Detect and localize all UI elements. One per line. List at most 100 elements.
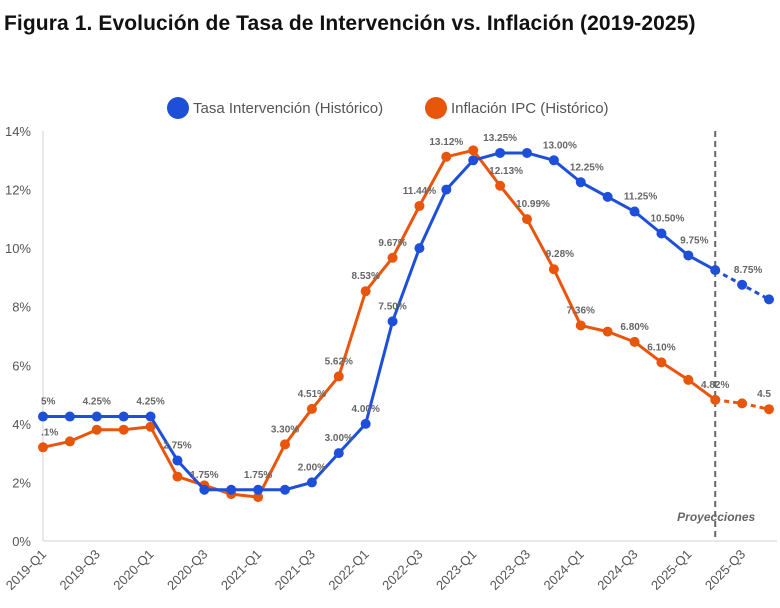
data-label: 13.12% [429, 137, 463, 148]
x-tick-label: 2025-Q3 [702, 547, 748, 593]
data-label: 9.28% [546, 249, 574, 260]
data-point [522, 147, 532, 158]
y-tick-label: 4% [12, 417, 31, 432]
data-point [118, 424, 129, 435]
data-point [38, 411, 48, 422]
data-point [575, 320, 586, 331]
data-point [683, 250, 694, 261]
data-point [602, 191, 613, 202]
data-point [253, 484, 264, 495]
data-label: 1.75% [190, 470, 218, 481]
data-label: 4.00% [351, 404, 379, 415]
y-tick-label: 0% [12, 534, 31, 549]
data-label: 7.50% [378, 301, 406, 312]
series-line [42, 148, 717, 499]
data-point [64, 411, 75, 422]
data-label: .1% [41, 427, 58, 438]
data-label: 9.67% [378, 238, 406, 249]
data-point [602, 326, 613, 337]
x-tick-label: 2019-Q1 [3, 547, 49, 593]
y-tick-label: 6% [12, 358, 31, 373]
data-point [360, 418, 371, 429]
x-tick-label: 2024-Q3 [594, 547, 640, 593]
data-label: 9.75% [680, 235, 708, 246]
data-point [548, 155, 559, 166]
data-label: 2.00% [298, 462, 326, 473]
data-label: 6.80% [620, 322, 648, 333]
data-point [764, 294, 774, 305]
data-label: 11.25% [624, 192, 657, 203]
legend-label: Inflación IPC (Histórico) [451, 100, 609, 117]
data-label: 5% [41, 397, 56, 408]
data-point [280, 439, 290, 450]
data-label: 11.44% [403, 186, 436, 197]
x-tick-label: 2021-Q1 [218, 547, 264, 593]
data-label: 6.10% [647, 342, 675, 353]
data-point [145, 421, 156, 432]
data-point [441, 184, 452, 195]
data-point [575, 177, 586, 188]
data-point [656, 228, 667, 239]
data-label: 3.30% [271, 424, 299, 435]
data-point [683, 374, 694, 385]
y-tick-label: 8% [12, 300, 31, 315]
data-point [710, 394, 721, 405]
data-label: 4.25% [83, 397, 111, 408]
data-label: 4.25% [136, 397, 164, 408]
data-point [360, 286, 371, 297]
data-point [629, 336, 640, 347]
data-point [333, 448, 344, 459]
data-label: 8.75% [734, 265, 762, 276]
data-label: 2.75% [163, 440, 191, 451]
data-label: 12.13% [489, 166, 523, 177]
data-point [710, 265, 721, 276]
data-label: 10.50% [650, 214, 684, 225]
data-label: 4.51% [298, 389, 326, 400]
data-point [91, 411, 102, 422]
data-point [172, 471, 183, 482]
x-tick-label: 2023-Q3 [487, 547, 533, 593]
data-point [414, 243, 425, 254]
y-tick-label: 2% [12, 475, 31, 490]
x-tick-label: 2023-Q1 [433, 547, 479, 593]
projection-annotation: Proyecciones [677, 510, 755, 524]
data-point [199, 484, 210, 495]
legend-label: Tasa Intervención (Histórico) [193, 100, 383, 117]
y-tick-label: 14% [5, 124, 31, 139]
legend-marker [425, 97, 447, 119]
data-point [306, 477, 317, 488]
data-point [226, 484, 237, 495]
data-point [64, 436, 75, 447]
series-line [43, 151, 716, 492]
data-point [468, 145, 479, 156]
data-label: 5.62% [325, 356, 353, 367]
data-point [38, 442, 48, 453]
data-label: 3.00% [325, 433, 353, 444]
data-label: 8.53% [351, 271, 379, 282]
data-label: 13.25% [483, 133, 517, 144]
chart-title: Figura 1. Evolución de Tasa de Intervenc… [4, 12, 696, 35]
data-point [656, 357, 667, 368]
y-tick-label: 10% [5, 241, 31, 256]
data-label: 4.82% [701, 380, 729, 391]
x-tick-label: 2022-Q3 [379, 547, 425, 593]
data-label: 13.00% [543, 140, 577, 151]
data-label: 7.36% [567, 305, 595, 316]
data-point [253, 492, 264, 503]
data-point [495, 180, 506, 191]
data-point [441, 151, 452, 162]
x-tick-label: 2019-Q3 [57, 547, 103, 593]
data-point [468, 155, 479, 166]
data-point [548, 264, 559, 275]
data-point [737, 398, 748, 409]
data-point [629, 206, 640, 217]
data-point [764, 404, 774, 415]
data-point [306, 403, 317, 414]
data-point [91, 424, 102, 435]
data-label: 12.25% [570, 162, 604, 173]
data-point [387, 252, 398, 263]
data-point [522, 214, 532, 225]
data-label: 10.99% [516, 199, 550, 210]
legend-marker [167, 97, 189, 119]
